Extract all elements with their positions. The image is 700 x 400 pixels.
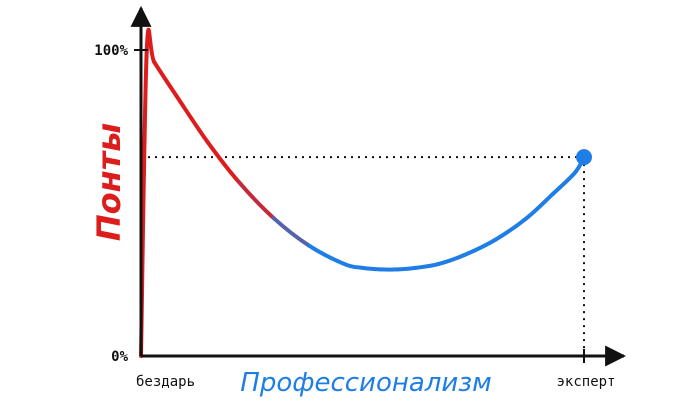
curve-segment: [550, 170, 578, 196]
curve-segment: [271, 216, 312, 248]
curve-segment: [144, 27, 157, 65]
x-category-label-bezdar: бездарь: [136, 374, 195, 390]
y-tick-label-0: 0%: [111, 349, 128, 365]
curve-segment: [342, 262, 365, 270]
x-category-label-expert: эксперт: [556, 374, 615, 390]
curve-segment: [174, 93, 210, 144]
curve-segment: [524, 191, 555, 221]
curve-segment: [236, 179, 276, 221]
curve-segment: [152, 60, 179, 98]
y-axis-label: Понты: [90, 123, 128, 241]
curve-segment: [462, 237, 498, 258]
y-tick-label-100: 100%: [94, 43, 128, 59]
guides-layer: [141, 156, 585, 356]
x-axis-label: Профессионализм: [240, 368, 491, 398]
curve-segment: [205, 139, 241, 184]
curve-layer: [139, 27, 592, 358]
curve-segment: [360, 265, 383, 272]
curve-segment: [307, 243, 347, 267]
curve-segment: [493, 216, 529, 242]
curve-segment: [413, 262, 440, 270]
curve-segment: [395, 265, 418, 272]
curve-segment: [435, 253, 467, 267]
expert-point-marker: [576, 149, 592, 166]
